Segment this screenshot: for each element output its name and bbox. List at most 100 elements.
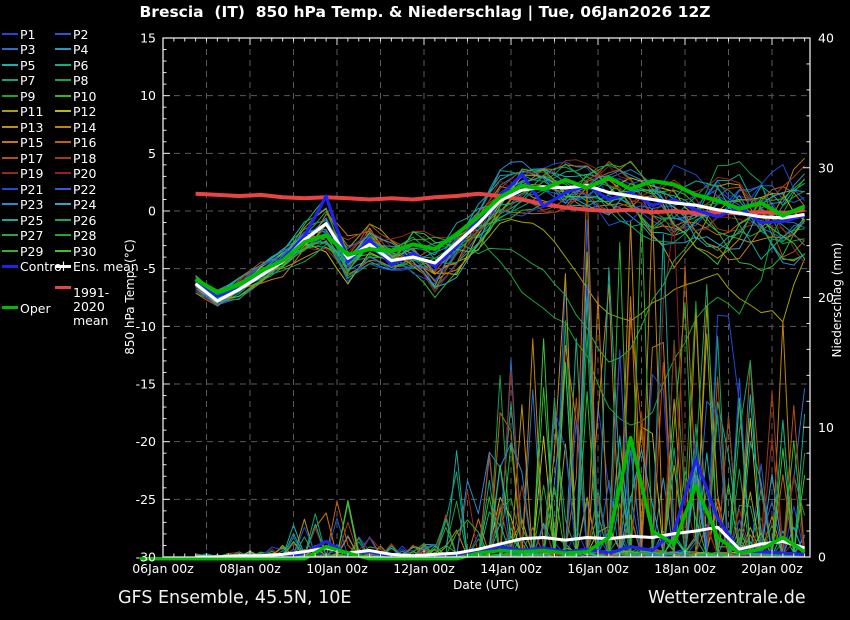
precip-control-line — [195, 458, 805, 559]
legend-label: P17 — [20, 150, 44, 166]
legend-item-p22: P22 — [55, 182, 96, 197]
legend-label: P3 — [20, 42, 36, 57]
legend-color-swatch — [2, 94, 18, 97]
legend-color-swatch — [2, 264, 18, 268]
legend-label: P12 — [73, 104, 97, 119]
legend-item-p18: P18 — [55, 151, 96, 166]
legend-label: P15 — [20, 135, 44, 150]
legend-color-swatch — [55, 110, 71, 112]
legend-color-swatch — [55, 172, 71, 174]
x-tick-label: 06Jan 00z — [132, 561, 194, 576]
legend-label: 1991-2020 mean — [73, 284, 110, 328]
legend-item-p20: P20 — [55, 167, 96, 182]
legend-color-swatch — [55, 94, 71, 97]
legend-color-swatch — [2, 110, 18, 112]
temp-oper-line — [194, 175, 806, 295]
legend-label: P1 — [20, 26, 36, 42]
legend-color-swatch — [2, 249, 18, 252]
legend-color-swatch — [2, 141, 18, 143]
y-left-tick-label: 10 — [140, 88, 156, 103]
legend-item-1991-2020-mean: 1991-2020 mean — [55, 284, 141, 328]
legend-label: P29 — [20, 243, 44, 259]
y-left-tick-label: -5 — [144, 261, 156, 276]
legend-label: P5 — [20, 57, 36, 73]
legend-item-p29: P29 — [2, 244, 43, 259]
temp-member-P17 — [195, 160, 805, 302]
precip-member-P30 — [195, 338, 806, 558]
legend-label: P10 — [73, 88, 97, 104]
y-left-axis-title: 850 hPa Temp. (°C) — [123, 239, 137, 355]
legend-item-p5: P5 — [2, 58, 36, 73]
legend-color-swatch — [55, 218, 71, 221]
legend-color-swatch — [2, 172, 18, 174]
legend-color-swatch — [2, 48, 18, 50]
legend-label: Control — [20, 259, 66, 274]
y-left-tick-label: -20 — [136, 434, 156, 449]
legend-item-p10: P10 — [55, 89, 96, 104]
ensemble-members — [195, 157, 806, 558]
legend-color-swatch — [2, 187, 18, 190]
legend-item-p26: P26 — [55, 213, 96, 228]
chart-title: Brescia (IT) 850 hPa Temp. & Niederschla… — [139, 3, 711, 21]
legend-item-p30: P30 — [55, 244, 96, 259]
legend-item-oper: Oper — [2, 301, 51, 316]
legend-color-swatch — [55, 48, 71, 50]
legend-label: P23 — [20, 197, 44, 212]
legend-label: P16 — [73, 135, 97, 150]
x-tick-label: 18Jan 00z — [654, 561, 716, 576]
legend-color-swatch — [2, 218, 18, 221]
legend-label: Oper — [20, 300, 51, 316]
legend-color-swatch — [55, 203, 71, 205]
legend-color-swatch — [55, 234, 71, 236]
legend-item-p6: P6 — [55, 58, 89, 73]
x-tick-label: 12Jan 00z — [393, 561, 455, 576]
legend-item-p13: P13 — [2, 120, 43, 135]
legend-label: P2 — [73, 26, 89, 42]
precip-member-P8 — [195, 320, 806, 558]
y-left-tick-label: -30 — [136, 549, 156, 564]
axis-ticks — [163, 38, 810, 557]
legend-item-p3: P3 — [2, 43, 36, 58]
legend-color-swatch — [55, 125, 71, 128]
legend-label: P21 — [20, 181, 44, 197]
legend-item-p7: P7 — [2, 74, 36, 89]
legend-item-p28: P28 — [55, 229, 96, 244]
legend-color-swatch — [2, 234, 18, 236]
temp-member-P28 — [195, 163, 805, 298]
main-series — [140, 172, 806, 561]
legend-label: P22 — [73, 181, 97, 197]
legend-color-swatch — [2, 63, 18, 66]
legend-item-p15: P15 — [2, 136, 43, 151]
y-left-tick-label: 15 — [140, 31, 156, 46]
y-right-tick-label: 40 — [818, 31, 834, 46]
y-right-tick-label: 20 — [818, 290, 834, 305]
y-left-tick-label: 5 — [148, 146, 156, 161]
legend-item-p24: P24 — [55, 198, 96, 213]
legend-item-p17: P17 — [2, 151, 43, 166]
legend-item-p21: P21 — [2, 182, 43, 197]
y-right-tick-label: 10 — [818, 420, 834, 435]
legend-item-p12: P12 — [55, 105, 96, 120]
temp-member-P8 — [195, 161, 805, 305]
x-tick-label: 20Jan 00z — [741, 561, 803, 576]
legend-item-p2: P2 — [55, 27, 89, 42]
legend-color-swatch — [55, 63, 71, 66]
x-tick-label: 14Jan 00z — [480, 561, 542, 576]
legend-label: P18 — [73, 150, 97, 166]
legend-item-p9: P9 — [2, 89, 36, 104]
legend-label: P6 — [73, 57, 89, 73]
x-tick-label: 16Jan 00z — [567, 561, 629, 576]
temp-member-P29 — [195, 161, 805, 291]
legend-item-p27: P27 — [2, 229, 43, 244]
y-right-axis-title: Niederschlag (mm) — [830, 243, 844, 358]
legend-item-p19: P19 — [2, 167, 43, 182]
legend-label: P13 — [20, 119, 44, 135]
legend-label: P9 — [20, 88, 36, 104]
model-info-label: GFS Ensemble, 45.5N, 10E — [118, 588, 352, 608]
y-left-tick-label: -10 — [136, 319, 156, 334]
legend-color-swatch — [2, 32, 18, 35]
legend-color-swatch — [55, 187, 71, 190]
legend-label: P19 — [20, 166, 44, 181]
